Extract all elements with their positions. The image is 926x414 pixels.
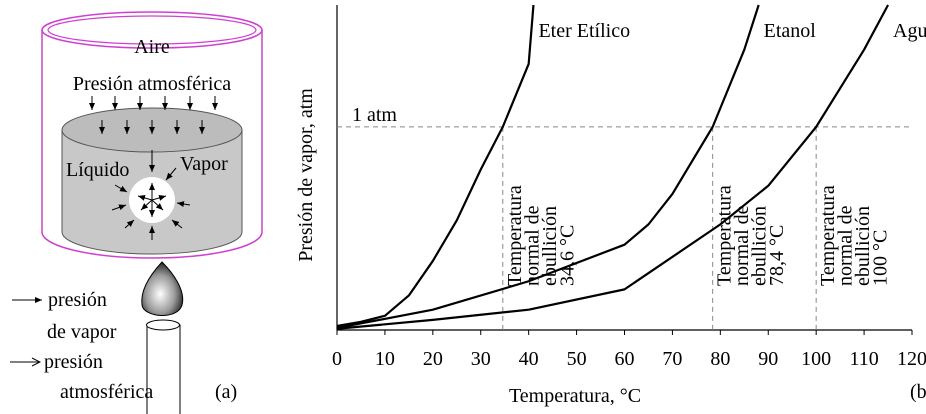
panel-label: (b) (910, 381, 926, 403)
annotation: normal de (521, 205, 543, 286)
y-axis-label: Presión de vapor, atm (295, 88, 317, 262)
legend-arrows (10, 297, 42, 362)
x-axis-label: Temperatura, °C (509, 385, 641, 407)
x-tick-label: 90 (758, 348, 778, 370)
x-tick-label: 10 (375, 348, 395, 370)
annotation: ebullición (852, 206, 874, 286)
annotation: ebullición (749, 206, 771, 286)
annotation: 100 °C (870, 230, 892, 286)
legend-label: presión (44, 351, 103, 373)
x-tick-label: 0 (332, 348, 342, 370)
annotation: 34,6 °C (556, 225, 578, 286)
curve (336, 4, 760, 330)
pressure-label: Presión atmosférica (73, 73, 231, 95)
series-label: Agua (893, 20, 926, 42)
x-tick-label: 120 (897, 348, 926, 370)
beaker (41, 11, 263, 259)
annotation: ebullición (539, 206, 561, 286)
legend-label: de vapor (47, 321, 117, 343)
x-tick-label: 60 (615, 348, 635, 370)
annotation: normal de (731, 205, 753, 286)
liquid-label: Líquido (66, 159, 129, 181)
burner (141, 261, 184, 414)
legend-label: atmosférica (60, 381, 153, 403)
annotation: Temperatura (504, 185, 526, 286)
x-tick-label: 100 (801, 348, 831, 370)
x-tick-label: 70 (662, 348, 682, 370)
annotation: normal de (835, 205, 857, 286)
x-tick-label: 30 (471, 348, 491, 370)
x-tick-label: 20 (423, 348, 443, 370)
y-tick-label: 1 atm (352, 104, 397, 126)
annotation: 78,4 °C (766, 225, 788, 286)
x-tick-label: 40 (519, 348, 539, 370)
x-tick-label: 50 (567, 348, 587, 370)
panel-label: (a) (215, 381, 237, 403)
series-label: Etanol (764, 20, 817, 42)
curve (336, 4, 890, 330)
series-label: Eter Etílico (538, 20, 630, 42)
x-tick-label: 80 (710, 348, 730, 370)
curve (336, 4, 535, 328)
x-tick-label: 110 (849, 348, 878, 370)
annotation: Temperatura (817, 185, 839, 286)
vapor-label: Vapor (180, 153, 228, 175)
legend-label: presión (48, 289, 107, 311)
annotation: Temperatura (714, 185, 736, 286)
air-label: Aire (134, 36, 170, 58)
